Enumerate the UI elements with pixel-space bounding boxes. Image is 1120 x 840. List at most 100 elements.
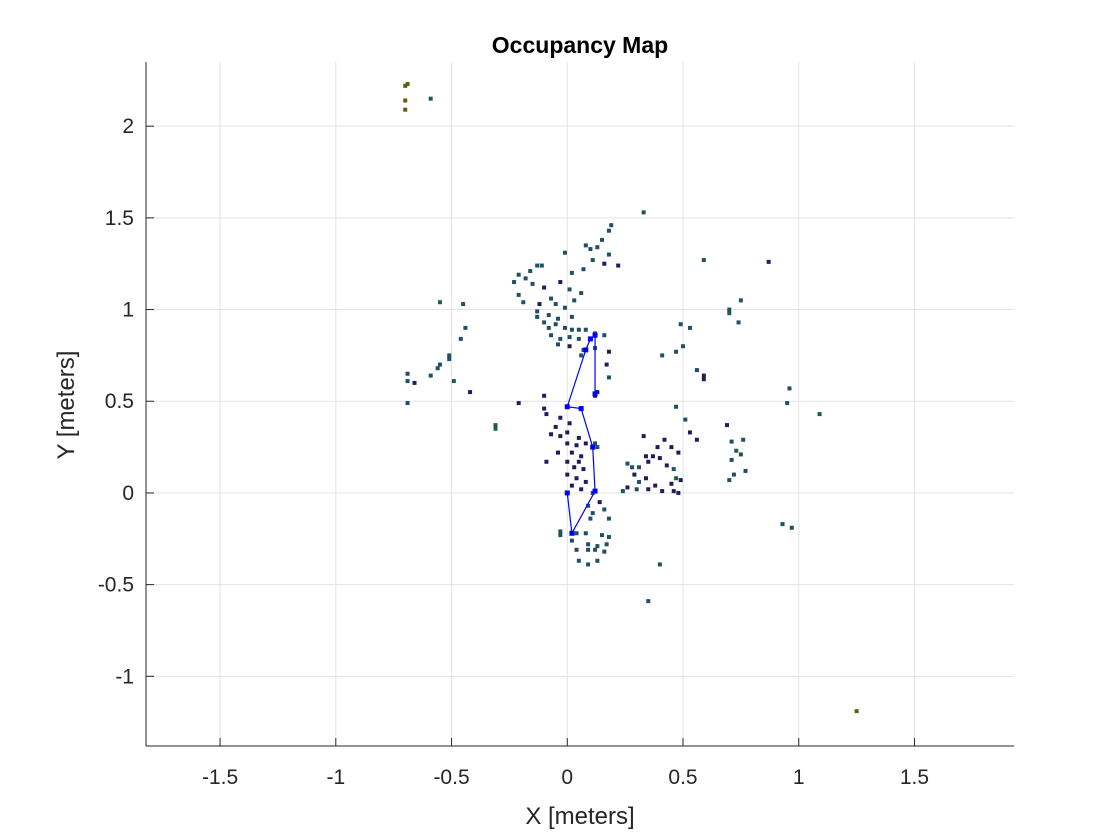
path-point	[569, 530, 575, 536]
occupied-cell	[674, 476, 679, 481]
occupied-cell	[428, 96, 433, 101]
occupied-cell	[625, 461, 630, 466]
occupied-cell	[701, 373, 706, 378]
occupied-cell	[553, 302, 558, 307]
occupied-cell	[542, 285, 547, 290]
occupied-cell	[602, 261, 607, 266]
occupied-cell	[565, 430, 570, 435]
occupied-cell	[581, 467, 586, 472]
occupied-cell	[579, 487, 584, 492]
occupied-cell	[602, 507, 607, 512]
chart-title: Occupancy Map	[492, 32, 668, 58]
occupied-cell	[556, 450, 561, 455]
path-point	[587, 336, 593, 342]
occupied-cell	[542, 320, 547, 325]
occupied-cell	[463, 325, 468, 330]
tick-labels: -1.5 -1 -0.5 0 0.5 1 1.5 -1 -0.5 0 0.5 1 1.5 2	[98, 115, 929, 789]
occupied-cell	[595, 558, 600, 563]
path-point	[592, 488, 598, 494]
y-tick-label: 1	[122, 299, 134, 322]
occupied-cell	[676, 450, 681, 455]
occupied-cell	[535, 309, 540, 314]
y-tick-label: 0	[122, 482, 134, 505]
occupied-cell	[412, 380, 417, 385]
occupied-cell	[553, 322, 558, 327]
occupied-cell	[674, 349, 679, 354]
occupied-cell	[403, 107, 408, 112]
occupied-cell	[567, 344, 572, 349]
occupied-cell	[657, 562, 662, 567]
occupied-cell	[581, 267, 586, 272]
occupied-cell	[641, 210, 646, 215]
occupied-cell	[674, 404, 679, 409]
occupied-cell	[643, 454, 648, 459]
occupied-cell	[616, 263, 621, 268]
occupied-cell	[606, 534, 611, 539]
occupied-cell	[625, 485, 630, 490]
occupied-cell	[669, 445, 674, 450]
occupied-cell	[461, 302, 466, 307]
occupied-cell	[579, 454, 584, 459]
robot-path	[564, 332, 598, 536]
occupied-cell	[521, 300, 526, 305]
occupied-cell	[569, 314, 574, 319]
occupied-cell	[780, 522, 785, 527]
occupied-cell	[743, 468, 748, 473]
occupied-cell	[576, 435, 581, 440]
occupied-cell	[671, 489, 676, 494]
y-axis-label: Y [meters]	[53, 351, 80, 460]
occupied-cell	[606, 375, 611, 380]
occupied-cell	[493, 423, 498, 428]
occupied-cell	[567, 335, 572, 340]
occupied-cell	[671, 467, 676, 472]
occupied-cell	[593, 547, 598, 552]
occupied-cell	[458, 336, 463, 341]
occupied-cell	[558, 533, 563, 538]
occupied-cell	[553, 424, 558, 429]
occupied-cell	[535, 314, 540, 319]
occupied-cell	[687, 430, 692, 435]
occupied-cell	[576, 336, 581, 341]
occupied-cell	[727, 478, 732, 483]
occupied-cell	[727, 307, 732, 312]
path-point	[592, 332, 598, 338]
occupied-cell	[854, 709, 859, 714]
occupied-cell	[604, 362, 609, 367]
occupied-cell	[736, 320, 741, 325]
occupied-cell	[583, 243, 588, 248]
occupied-cell	[558, 415, 563, 420]
occupied-cell	[620, 489, 625, 494]
occupied-cell	[405, 82, 410, 87]
occupied-cell	[787, 386, 792, 391]
occupied-cell	[565, 472, 570, 477]
occupied-cell	[549, 333, 554, 338]
occupied-cell	[729, 457, 734, 462]
occupied-cell	[574, 476, 579, 481]
occupied-cell	[817, 412, 822, 417]
occupied-cell	[586, 503, 591, 508]
occupied-cell	[637, 479, 642, 484]
occupied-cell	[562, 250, 567, 255]
occupied-cell	[403, 83, 408, 88]
y-tick-label: -0.5	[98, 574, 134, 597]
occupied-cell	[542, 393, 547, 398]
y-tick-label: -1	[115, 665, 134, 688]
occupied-cell	[641, 434, 646, 439]
occupied-cell	[650, 454, 655, 459]
occupied-cell	[590, 511, 595, 516]
occupied-cell	[567, 287, 572, 292]
x-tick-label: -1.5	[202, 766, 238, 789]
occupied-cell	[539, 263, 544, 268]
occupied-cell	[694, 437, 699, 442]
occupied-cell	[468, 390, 473, 395]
occupied-cell	[574, 547, 579, 552]
occupied-cell	[606, 349, 611, 354]
occupied-cell	[565, 441, 570, 446]
occupied-cell	[789, 525, 794, 530]
occupied-cell	[558, 529, 563, 534]
occupied-cell	[558, 336, 563, 341]
occupied-cell	[569, 450, 574, 455]
occupied-cell	[676, 490, 681, 495]
occupied-cell	[653, 483, 658, 488]
occupied-cell	[535, 263, 540, 268]
